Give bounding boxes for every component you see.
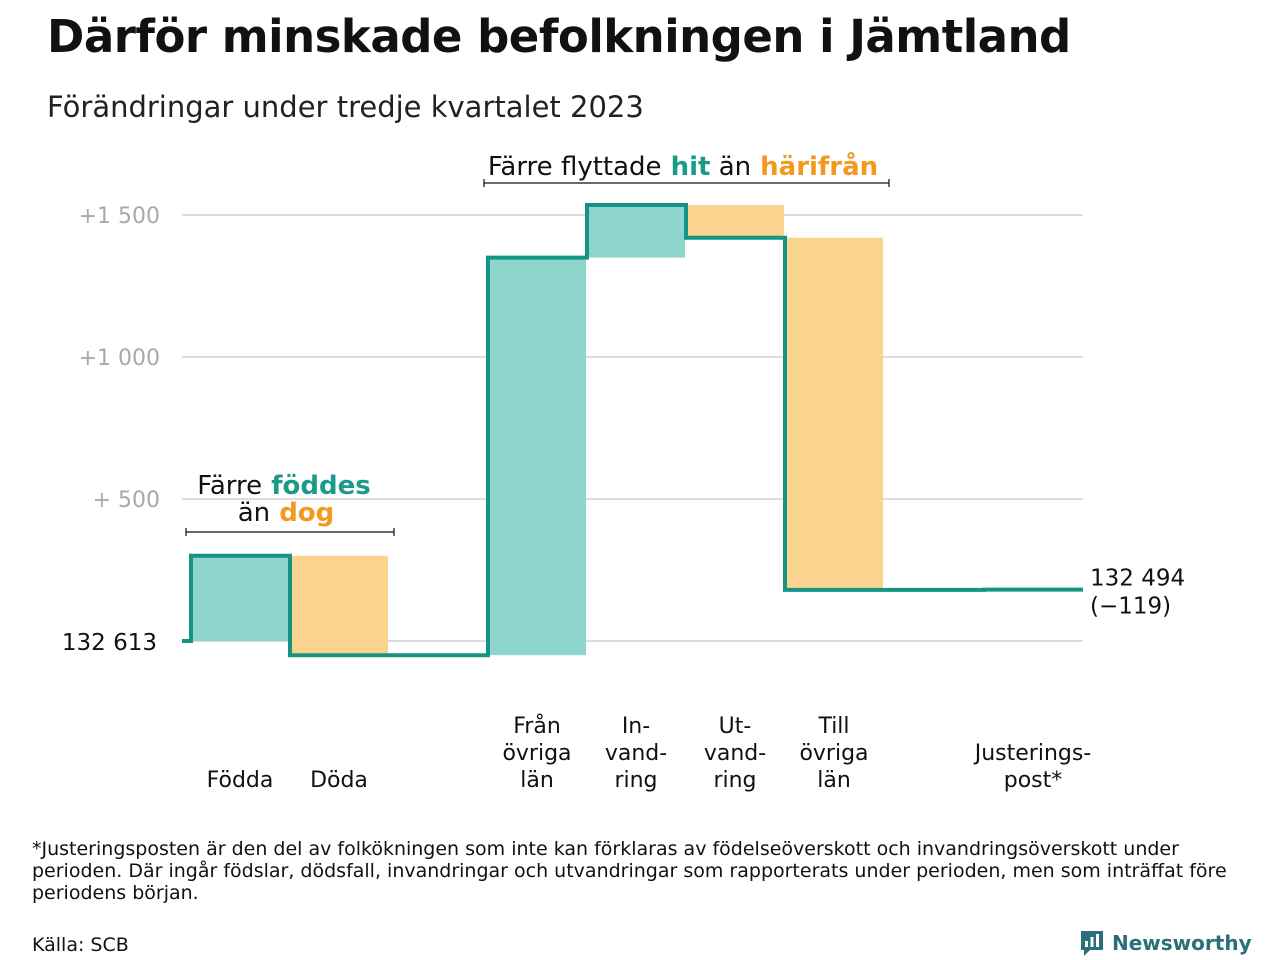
category-label: övriga bbox=[799, 741, 868, 766]
category-label: län bbox=[817, 768, 851, 793]
category-label: övriga bbox=[502, 741, 571, 766]
bar-döda bbox=[290, 555, 388, 656]
category-label: ring bbox=[614, 768, 657, 793]
chart-subtitle: Förändringar under tredje kvartalet 2023 bbox=[47, 90, 644, 124]
annotation-word: än bbox=[238, 498, 270, 528]
category-label: Från bbox=[513, 713, 561, 739]
footnote: *Justeringsposten är den del av folkökni… bbox=[32, 838, 1227, 904]
bar-födda bbox=[191, 555, 289, 641]
chart-title: Därför minskade befolkningen i Jämtland bbox=[47, 10, 1071, 63]
annotation-word: härifrån bbox=[751, 150, 878, 182]
category-label: In- bbox=[622, 714, 650, 739]
annotation-word: Färre bbox=[197, 471, 262, 501]
end-change-label: (−119) bbox=[1090, 594, 1171, 620]
bar-frånövrigalän bbox=[488, 257, 586, 656]
start-value-label: 132 613 bbox=[62, 630, 157, 656]
category-label: vand- bbox=[605, 741, 667, 766]
annotation-word: Färre flyttade bbox=[488, 152, 662, 182]
y-tick-label: +1 000 bbox=[79, 346, 160, 371]
category-label: ring bbox=[713, 768, 756, 793]
cumulative-step-line bbox=[182, 203, 1083, 658]
annotation-births-line2: än dog bbox=[238, 498, 335, 528]
brand-logo[interactable]: Newsworthy bbox=[1079, 928, 1252, 958]
category-label: län bbox=[520, 768, 554, 793]
end-value-label: 132 494 bbox=[1090, 566, 1185, 592]
waterfall-chart: + 500 +1 000 +1 500 132 613 132 494(−119) Föd… bbox=[62, 150, 1185, 793]
category-label: Ut- bbox=[719, 714, 752, 739]
category-label: post* bbox=[1004, 768, 1063, 793]
annotation-word: föddes bbox=[262, 471, 371, 501]
annotation-word: än bbox=[710, 152, 751, 182]
brand-name: Newsworthy bbox=[1112, 931, 1252, 955]
category-label: Döda bbox=[310, 768, 368, 793]
bar-invandring bbox=[587, 205, 685, 258]
category-label: Födda bbox=[207, 768, 274, 793]
category-label: Till bbox=[817, 714, 849, 739]
category-label: vand- bbox=[704, 741, 766, 766]
source-label: Källa: SCB bbox=[32, 934, 129, 956]
annotation-word: dog bbox=[270, 498, 334, 528]
y-tick-label: + 500 bbox=[93, 488, 160, 513]
annotation-births-bracket bbox=[185, 528, 395, 536]
bar-tillövrigalän bbox=[785, 237, 883, 590]
y-tick-label: +1 500 bbox=[79, 204, 160, 229]
annotation-migration: Färre flyttade hit än härifrån bbox=[488, 150, 878, 182]
bar-utvandring bbox=[686, 205, 784, 238]
annotation-word: hit bbox=[662, 152, 711, 182]
newsworthy-logo-icon bbox=[1081, 931, 1103, 956]
annotation-births-line1: Färre föddes bbox=[197, 471, 370, 501]
annotation-migration-bracket bbox=[483, 179, 890, 187]
category-label: Justerings- bbox=[973, 741, 1092, 766]
